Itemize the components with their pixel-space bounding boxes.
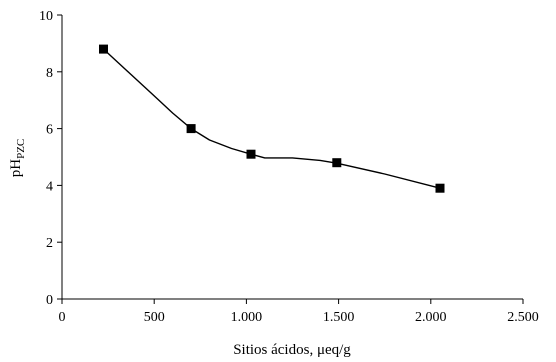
x-tick-label: 1.500 bbox=[323, 310, 355, 325]
y-tick-label: 10 bbox=[39, 9, 53, 24]
chart-marks bbox=[99, 44, 445, 193]
y-tick-label: 2 bbox=[46, 236, 53, 251]
x-tick-label: 2.000 bbox=[415, 310, 447, 325]
y-tick-label: 8 bbox=[46, 66, 53, 81]
x-tick-label: 500 bbox=[144, 310, 165, 325]
data-point bbox=[435, 183, 445, 193]
data-point bbox=[99, 44, 108, 54]
plot-area: 0 2 4 6 8 10 0 500 1.000 1.500 2.000 2.500 bbox=[39, 9, 539, 325]
x-tick-label: 2.500 bbox=[507, 310, 539, 325]
x-tick-label: 1.000 bbox=[231, 310, 263, 325]
y-axis-label-subscript: PZC bbox=[15, 139, 27, 159]
data-point bbox=[186, 124, 196, 134]
y-axis-label-main: pH bbox=[8, 159, 24, 178]
data-point bbox=[332, 158, 342, 168]
x-axis-label: Sitios ácidos, μeq/g bbox=[233, 342, 351, 358]
data-point bbox=[246, 149, 256, 159]
series-line bbox=[103, 48, 441, 189]
y-tick-label: 6 bbox=[46, 123, 53, 138]
y-tick-label: 0 bbox=[46, 293, 53, 308]
y-axis-label: pHPZC bbox=[8, 139, 27, 178]
x-tick-label: 0 bbox=[59, 310, 66, 325]
y-tick-label: 4 bbox=[46, 179, 53, 194]
